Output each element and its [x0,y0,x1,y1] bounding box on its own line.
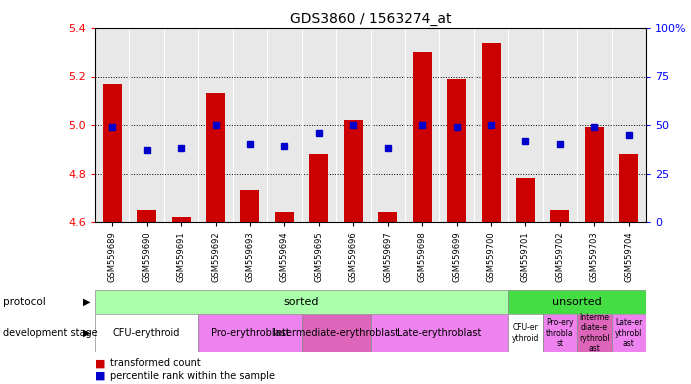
Bar [612,314,646,352]
Bar [171,217,191,222]
Text: percentile rank within the sample: percentile rank within the sample [110,371,275,381]
Text: Interme
diate-e
rythrobl
ast: Interme diate-e rythrobl ast [579,313,609,353]
Text: ■: ■ [95,358,106,368]
Bar [482,43,500,222]
Text: unsorted: unsorted [552,297,602,307]
Bar [577,314,612,352]
Bar [240,190,259,222]
Text: CFU-er
ythroid: CFU-er ythroid [512,323,539,343]
Bar [344,120,363,222]
Bar [542,314,577,352]
Text: Pro-ery
throbla
st: Pro-ery throbla st [546,318,574,348]
Bar [302,314,370,352]
Bar [378,212,397,222]
Bar [516,178,535,222]
Bar [95,290,509,314]
Bar [509,290,646,314]
Text: ▶: ▶ [82,328,90,338]
Text: sorted: sorted [284,297,319,307]
Bar [447,79,466,222]
Text: Intermediate-erythroblast: Intermediate-erythroblast [273,328,399,338]
Bar [95,314,198,352]
Bar [370,314,509,352]
Text: development stage: development stage [3,328,98,338]
Bar [103,84,122,222]
Bar [551,210,569,222]
Title: GDS3860 / 1563274_at: GDS3860 / 1563274_at [290,12,451,26]
Text: CFU-erythroid: CFU-erythroid [113,328,180,338]
Text: ■: ■ [95,371,106,381]
Text: protocol: protocol [3,297,46,307]
Bar [198,314,302,352]
Bar [310,154,328,222]
Text: transformed count: transformed count [110,358,201,368]
Bar [275,212,294,222]
Bar [138,210,156,222]
Text: Pro-erythroblast: Pro-erythroblast [211,328,290,338]
Text: ▶: ▶ [82,297,90,307]
Bar [509,314,542,352]
Text: Late-erythroblast: Late-erythroblast [397,328,482,338]
Text: Late-er
ythrobl
ast: Late-er ythrobl ast [615,318,643,348]
Bar [206,93,225,222]
Bar [619,154,638,222]
Bar [585,127,604,222]
Bar [413,52,432,222]
